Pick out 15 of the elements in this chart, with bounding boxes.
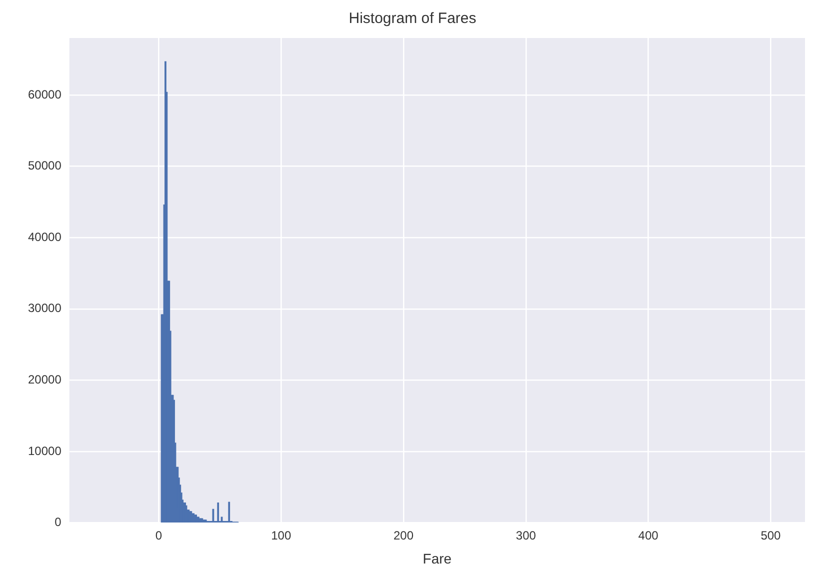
x-tick-label: 0 <box>155 528 162 542</box>
y-tick-label: 60000 <box>28 87 62 102</box>
y-tick-label: 0 <box>54 515 62 530</box>
x-axis-title: Fare <box>422 550 452 566</box>
y-tick-label: 20000 <box>28 372 62 387</box>
y-tick-label: 50000 <box>28 158 62 173</box>
x-tick-label: 200 <box>394 528 414 542</box>
chart-title: Histogram of Fares <box>348 10 476 28</box>
y-tick-label: 30000 <box>28 301 62 316</box>
x-tick-label: 300 <box>516 528 536 542</box>
y-tick-label: 10000 <box>28 444 62 458</box>
x-tick-label: 400 <box>638 528 659 542</box>
x-tick-label: 100 <box>271 528 292 542</box>
y-tick-label: 40000 <box>28 230 62 244</box>
x-tick-label: 500 <box>760 528 782 542</box>
